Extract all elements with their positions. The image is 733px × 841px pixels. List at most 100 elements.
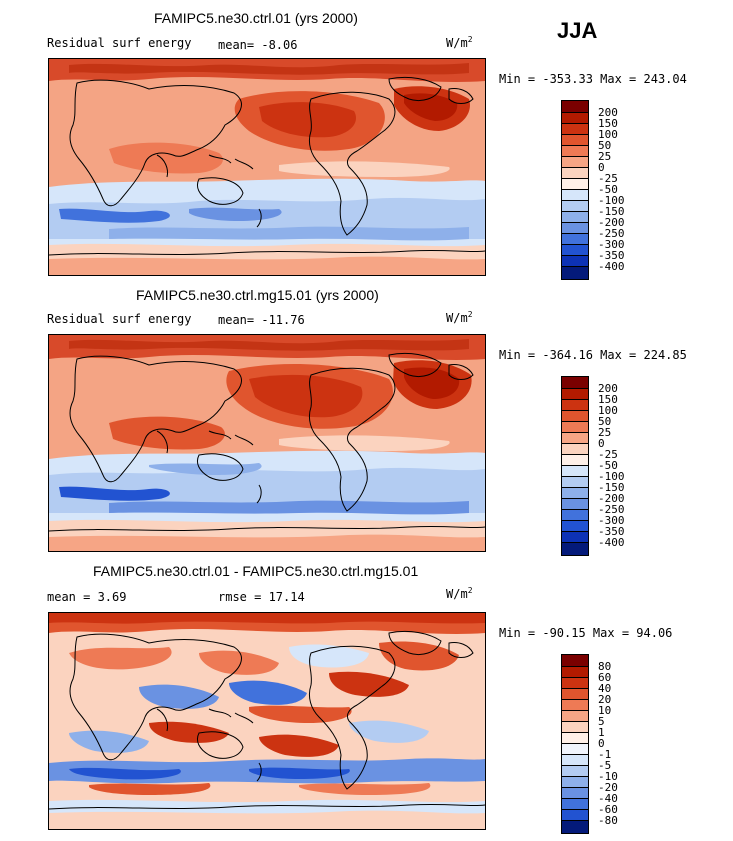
panel3-colorbar-box: [562, 744, 588, 755]
panel1-colorbar-box: [562, 168, 588, 179]
panel3-mean: mean = 3.69: [47, 590, 127, 604]
colorbar-tick-label: -50: [598, 183, 618, 196]
panel3-colorbar: [561, 654, 589, 834]
colorbar-tick-label: -400: [598, 260, 625, 273]
panel3-colorbar-box: [562, 766, 588, 777]
colorbar-tick-label: -60: [598, 803, 618, 816]
panel3-colorbar-box: [562, 700, 588, 711]
colorbar-tick-label: -5: [598, 759, 612, 772]
panel3-colorbar-box: [562, 755, 588, 766]
panel1-colorbar-box: [562, 212, 588, 223]
colorbar-tick-label: 150: [598, 117, 618, 130]
panel3-colorbar-box: [562, 722, 588, 733]
panel2-minmax: Min = -364.16 Max = 224.85: [499, 348, 687, 362]
panel1-field-label: Residual surf energy: [47, 36, 192, 50]
colorbar-tick-label: 100: [598, 404, 618, 417]
panel2-colorbar-box: [562, 521, 588, 532]
panel1-colorbar-box: [562, 234, 588, 245]
colorbar-tick-label: -150: [598, 481, 625, 494]
colorbar-tick-label: 50: [598, 415, 612, 428]
panel2-field-label: Residual surf energy: [47, 312, 192, 326]
panel2-map: [48, 334, 486, 552]
panel2-colorbar-box: [562, 477, 588, 488]
panel2-colorbar-box: [562, 411, 588, 422]
colorbar-tick-label: 0: [598, 437, 605, 450]
panel3-colorbar-box: [562, 711, 588, 722]
colorbar-tick-label: 40: [598, 682, 612, 695]
panel2-colorbar-box: [562, 444, 588, 455]
colorbar-tick-label: -250: [598, 227, 625, 240]
panel2-colorbar-box: [562, 433, 588, 444]
panel1-colorbar-box: [562, 101, 588, 113]
panel1-colorbar-box: [562, 245, 588, 256]
panel1-colorbar: [561, 100, 589, 280]
colorbar-tick-label: 200: [598, 106, 618, 119]
panel2-colorbar-box: [562, 499, 588, 510]
colorbar-tick-label: -300: [598, 514, 625, 527]
panel1-minmax: Min = -353.33 Max = 243.04: [499, 72, 687, 86]
colorbar-tick-label: -400: [598, 536, 625, 549]
panel3-colorbar-box: [562, 655, 588, 667]
colorbar-tick-label: -100: [598, 470, 625, 483]
panel3-colorbar-box: [562, 821, 588, 833]
panel3-map: [48, 612, 486, 830]
colorbar-tick-label: -350: [598, 249, 625, 262]
colorbar-tick-label: -200: [598, 492, 625, 505]
panel1-colorbar-box: [562, 135, 588, 146]
panel1-colorbar-box: [562, 113, 588, 124]
panel3-colorbar-box: [562, 667, 588, 678]
panel1-map: [48, 58, 486, 276]
panel3-minmax: Min = -90.15 Max = 94.06: [499, 626, 673, 640]
colorbar-tick-label: -150: [598, 205, 625, 218]
panel2-colorbar-box: [562, 466, 588, 477]
panel1-title: FAMIPC5.ne30.ctrl.01 (yrs 2000): [154, 10, 358, 26]
colorbar-tick-label: 100: [598, 128, 618, 141]
colorbar-tick-label: -40: [598, 792, 618, 805]
panel2-colorbar-box: [562, 455, 588, 466]
colorbar-tick-label: 25: [598, 150, 612, 163]
panel2-colorbar-box: [562, 400, 588, 411]
panel3-colorbar-box: [562, 777, 588, 788]
season-label: JJA: [557, 18, 598, 43]
colorbar-tick-label: -50: [598, 459, 618, 472]
panel1-colorbar-box: [562, 267, 588, 279]
colorbar-tick-label: 50: [598, 139, 612, 152]
colorbar-tick-label: -300: [598, 238, 625, 251]
panel3-title: FAMIPC5.ne30.ctrl.01 - FAMIPC5.ne30.ctrl…: [93, 563, 419, 579]
colorbar-tick-label: 10: [598, 704, 612, 717]
colorbar-tick-label: -100: [598, 194, 625, 207]
colorbar-tick-label: 5: [598, 715, 605, 728]
colorbar-tick-label: 60: [598, 671, 612, 684]
colorbar-tick-label: -350: [598, 525, 625, 538]
colorbar-tick-label: 150: [598, 393, 618, 406]
panel2-colorbar-box: [562, 389, 588, 400]
colorbar-tick-label: -1: [598, 748, 612, 761]
panel2-colorbar-box: [562, 422, 588, 433]
panel2-colorbar-box: [562, 510, 588, 521]
panel3-colorbar-box: [562, 689, 588, 700]
colorbar-tick-label: -25: [598, 448, 618, 461]
panel1-mean: mean= -8.06: [218, 38, 298, 52]
panel3-colorbar-box: [562, 678, 588, 689]
panel3-colorbar-box: [562, 810, 588, 821]
colorbar-tick-label: -10: [598, 770, 618, 783]
colorbar-tick-label: -200: [598, 216, 625, 229]
panel3-colorbar-box: [562, 733, 588, 744]
panel2-colorbar-box: [562, 488, 588, 499]
panel1-units: W/m2: [446, 35, 473, 50]
colorbar-tick-label: -25: [598, 172, 618, 185]
colorbar-tick-label: 20: [598, 693, 612, 706]
panel1-colorbar-box: [562, 146, 588, 157]
panel3-colorbar-box: [562, 799, 588, 810]
panel2-title: FAMIPC5.ne30.ctrl.mg15.01 (yrs 2000): [136, 287, 379, 303]
colorbar-tick-label: -20: [598, 781, 618, 794]
colorbar-tick-label: 0: [598, 161, 605, 174]
colorbar-tick-label: -80: [598, 814, 618, 827]
panel3-colorbar-box: [562, 788, 588, 799]
colorbar-tick-label: 80: [598, 660, 612, 673]
panel2-colorbar-box: [562, 543, 588, 555]
panel3-units: W/m2: [446, 586, 473, 601]
colorbar-tick-label: -250: [598, 503, 625, 516]
panel1-colorbar-box: [562, 201, 588, 212]
colorbar-tick-label: 200: [598, 382, 618, 395]
